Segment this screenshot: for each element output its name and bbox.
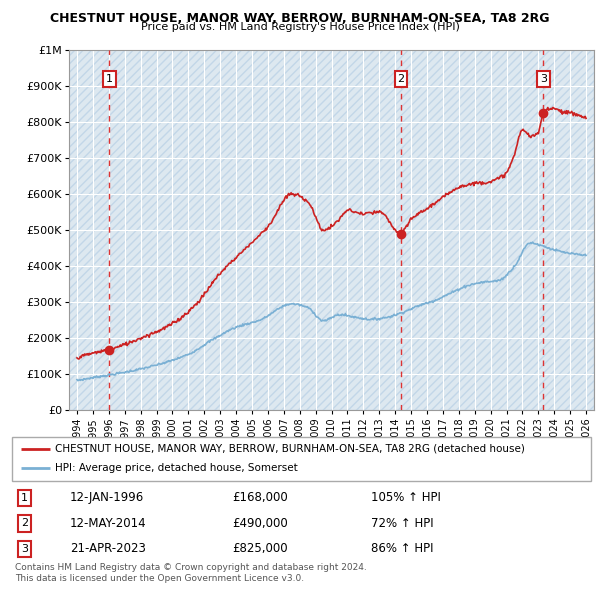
Text: CHESTNUT HOUSE, MANOR WAY, BERROW, BURNHAM-ON-SEA, TA8 2RG (detached house): CHESTNUT HOUSE, MANOR WAY, BERROW, BURNH… (55, 444, 526, 454)
Text: 12-MAY-2014: 12-MAY-2014 (70, 517, 146, 530)
Text: £825,000: £825,000 (232, 542, 287, 555)
Text: 2: 2 (21, 519, 28, 529)
Text: CHESTNUT HOUSE, MANOR WAY, BERROW, BURNHAM-ON-SEA, TA8 2RG: CHESTNUT HOUSE, MANOR WAY, BERROW, BURNH… (50, 12, 550, 25)
Text: £168,000: £168,000 (232, 491, 288, 504)
Text: 72% ↑ HPI: 72% ↑ HPI (371, 517, 434, 530)
Text: HPI: Average price, detached house, Somerset: HPI: Average price, detached house, Some… (55, 464, 298, 473)
Text: 21-APR-2023: 21-APR-2023 (70, 542, 146, 555)
Text: 2: 2 (397, 74, 404, 84)
Text: 3: 3 (21, 544, 28, 554)
Text: 3: 3 (540, 74, 547, 84)
Text: 1: 1 (106, 74, 113, 84)
Text: Contains HM Land Registry data © Crown copyright and database right 2024.
This d: Contains HM Land Registry data © Crown c… (15, 563, 367, 583)
Text: 12-JAN-1996: 12-JAN-1996 (70, 491, 144, 504)
Text: Price paid vs. HM Land Registry's House Price Index (HPI): Price paid vs. HM Land Registry's House … (140, 22, 460, 32)
Text: £490,000: £490,000 (232, 517, 288, 530)
Text: 86% ↑ HPI: 86% ↑ HPI (371, 542, 433, 555)
Text: 105% ↑ HPI: 105% ↑ HPI (371, 491, 441, 504)
Text: 1: 1 (21, 493, 28, 503)
